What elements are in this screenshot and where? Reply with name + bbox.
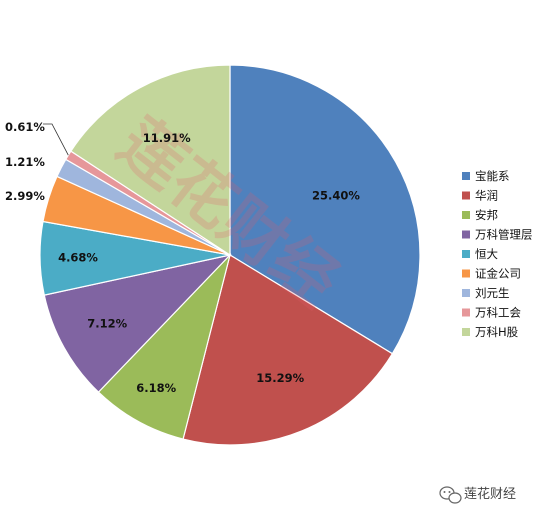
legend-label-3: 安邦	[475, 208, 498, 222]
pie-slice-1	[229, 64, 421, 355]
data-label-3: 6.18%	[136, 381, 176, 395]
data-label-1: 25.40%	[312, 188, 360, 202]
legend-swatch-6	[462, 269, 470, 278]
pie-slice-9	[70, 64, 231, 257]
legend-label-9: 万科H股	[475, 325, 519, 339]
legend-label-5: 恒大	[475, 247, 498, 261]
legend-swatch-3	[462, 211, 470, 219]
legend-label-6: 证金公司	[475, 267, 521, 281]
pie-slices	[39, 64, 421, 446]
wechat-icon	[439, 486, 462, 504]
footer: 莲花财经	[439, 486, 516, 504]
data-label-2: 15.29%	[256, 371, 304, 385]
leader-line	[43, 123, 69, 156]
legend-label-7: 刘元生	[475, 286, 510, 300]
data-label-7: 1.21%	[5, 155, 45, 169]
legend-label-2: 华润	[475, 189, 498, 203]
legend-swatch-9	[462, 328, 470, 336]
data-label-6: 2.99%	[5, 189, 45, 203]
legend-swatch-2	[462, 191, 470, 200]
legend-label-1: 宝能系	[475, 169, 510, 183]
legend-swatch-7	[462, 289, 470, 297]
legend-swatch-5	[462, 250, 470, 258]
legend-label-8: 万科工会	[475, 306, 521, 320]
legend-swatch-4	[462, 230, 470, 239]
pie-slice-4	[43, 253, 232, 393]
legend-swatch-1	[462, 172, 470, 180]
footer-text: 莲花财经	[464, 486, 516, 502]
data-label-9: 11.91%	[143, 131, 191, 145]
data-label-5: 4.68%	[58, 251, 98, 265]
data-label-8: 0.61%	[5, 120, 45, 134]
legend-swatch-8	[462, 308, 470, 317]
pie-slice-2	[182, 254, 394, 446]
data-labels: 25.40% 15.29% 6.18% 7.12% 4.68% 2.99% 1.21% 0.6…	[5, 120, 360, 395]
pie-slice-3	[97, 252, 232, 440]
legend-label-4: 万科管理层	[475, 228, 533, 242]
data-label-4: 7.12%	[87, 317, 127, 331]
